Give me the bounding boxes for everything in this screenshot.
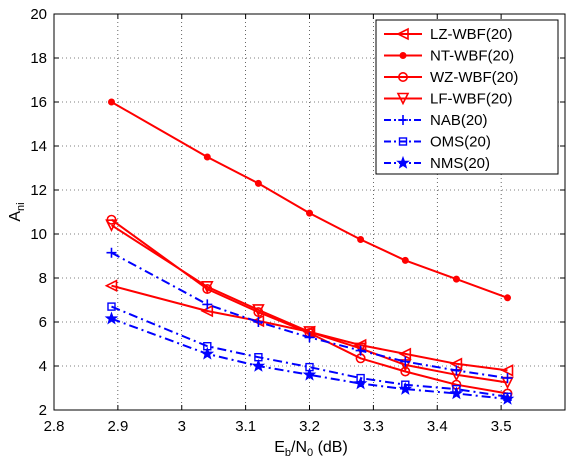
legend-entry: NMS(20) [384, 155, 490, 172]
x-tick-label: 3 [178, 418, 186, 435]
y-axis-label: Ani [7, 202, 27, 221]
data-point [398, 347, 412, 361]
x-tick-label: 3.5 [491, 418, 512, 435]
data-point [401, 256, 409, 264]
data-point [355, 345, 366, 356]
data-point [106, 247, 117, 258]
x-tick-label: 3.3 [363, 418, 384, 435]
x-tick-label: 3.4 [427, 418, 448, 435]
legend-label: NAB(20) [430, 112, 488, 129]
x-tick-label: 3.1 [235, 418, 256, 435]
data-point [304, 332, 315, 343]
y-tick-label: 4 [39, 358, 47, 375]
data-point [500, 364, 514, 377]
y-tick-label: 20 [30, 6, 47, 23]
series-line [110, 218, 508, 395]
x-tick-label: 2.9 [107, 418, 128, 435]
data-point [502, 373, 513, 384]
data-point [202, 299, 213, 310]
data-point [253, 317, 264, 327]
data-point [251, 358, 266, 372]
data-point [353, 376, 368, 390]
series-line [111, 284, 508, 372]
x-axis-label: Eb/N0 (dB) [274, 439, 348, 459]
y-tick-label: 16 [30, 94, 47, 111]
legend-label: WZ-WBF(20) [430, 69, 518, 86]
data-point [357, 236, 365, 243]
data-point [400, 356, 411, 367]
data-point [105, 219, 118, 232]
legend-entry: OMS(20) [384, 134, 491, 151]
series-NAB(20) [106, 247, 513, 384]
x-tick-label: 3.2 [299, 418, 320, 435]
series-line [111, 251, 508, 380]
legend-marker [396, 92, 410, 106]
data-point [200, 346, 215, 360]
legend-label: LZ-WBF(20) [430, 26, 513, 43]
data-point [252, 304, 265, 317]
legend-marker [398, 115, 408, 125]
x-axis-label-tail: (dB) [313, 439, 348, 456]
data-point [201, 280, 214, 294]
legend-label: NMS(20) [430, 155, 490, 172]
y-tick-label: 14 [30, 138, 47, 155]
y-tick-label: 2 [39, 402, 47, 419]
y-tick-label: 18 [30, 50, 47, 67]
data-point [400, 366, 411, 377]
legend-entry: NAB(20) [384, 112, 488, 129]
data-point [452, 275, 460, 283]
data-point [451, 365, 462, 376]
x-axis-label-mid: /N [291, 439, 307, 456]
data-point [107, 302, 116, 311]
data-point [500, 391, 515, 405]
x-axis-label-sub1: b [285, 447, 291, 459]
y-tick-label: 6 [39, 314, 47, 331]
legend-entry: WZ-WBF(20) [384, 69, 518, 86]
data-point [254, 179, 262, 187]
y-tick-label: 12 [30, 182, 47, 199]
data-point [107, 98, 115, 106]
series-NMS(20) [104, 311, 515, 405]
data-point [203, 153, 211, 161]
data-point [302, 367, 317, 381]
data-point [104, 311, 119, 325]
legend-marker [398, 137, 408, 146]
legend-marker [397, 72, 408, 83]
legend: LZ-WBF(20) NT-WBF(20) WZ-WBF(20) LF-WBF(20)… [375, 19, 559, 175]
series-layer [104, 98, 515, 405]
data-point [398, 381, 413, 395]
y-tick-label: 8 [39, 270, 47, 287]
series-LF-WBF(20) [105, 219, 514, 390]
x-axis-label-base: E [274, 439, 285, 456]
y-tick-label: 10 [30, 226, 47, 243]
legend-entry: LF-WBF(20) [384, 91, 513, 108]
y-axis-label-base: A [7, 211, 24, 222]
legend-entry: NT-WBF(20) [384, 48, 514, 65]
y-axis-label-sub: ni [15, 202, 27, 211]
axis-ticks: 2.8 2.9 3 3.1 3.2 3.3 3.4 3.5 2 4 6 8 10 12 14 16 18 20 [30, 6, 565, 435]
data-point [504, 294, 512, 302]
x-axis-label-sub2: 0 [307, 447, 313, 459]
data-point [303, 326, 316, 339]
legend-label: OMS(20) [430, 134, 491, 151]
legend-label: LF-WBF(20) [430, 91, 513, 108]
series-line [110, 224, 508, 384]
series-line [111, 317, 508, 400]
legend-label: NT-WBF(20) [430, 48, 514, 65]
legend-entry: LZ-WBF(20) [384, 26, 513, 43]
legend-marker [399, 52, 407, 59]
data-point [354, 342, 367, 356]
legend-marker [396, 155, 410, 169]
data-point [104, 279, 118, 292]
data-point [449, 386, 464, 400]
legend-marker [396, 27, 409, 41]
series-line [110, 101, 508, 299]
data-point [306, 209, 313, 217]
series-NT-WBF(20) [107, 98, 512, 302]
x-tick-label: 2.8 [44, 418, 65, 435]
series-line [111, 305, 508, 398]
